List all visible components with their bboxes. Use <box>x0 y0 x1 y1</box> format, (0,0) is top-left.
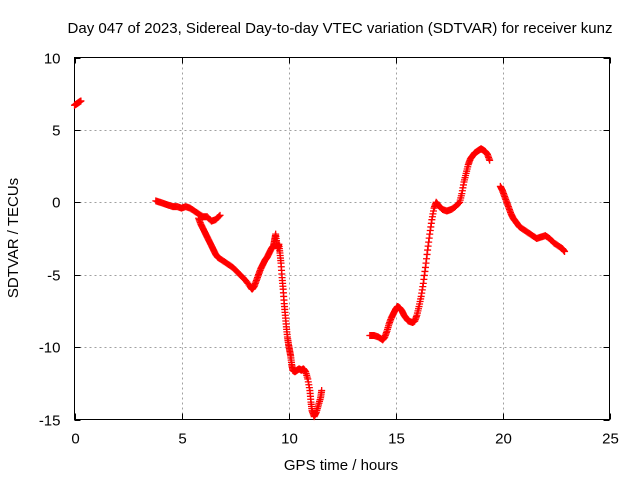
y-tick-labels: 10 5 0 -5 -10 -15 <box>39 51 61 430</box>
data-point <box>561 248 569 256</box>
data-point <box>215 212 223 220</box>
grid <box>74 57 610 420</box>
data-series <box>71 97 569 421</box>
x-tick-label: 0 <box>71 431 79 448</box>
data-point <box>77 97 85 105</box>
data-point <box>318 387 326 395</box>
y-tick-label: 5 <box>52 123 60 140</box>
chart-title: Day 047 of 2023, Sidereal Day-to-day VTE… <box>68 20 613 37</box>
y-tick-label: 10 <box>44 51 61 68</box>
data-point <box>486 156 494 164</box>
y-axis-label: SDTVAR / TECUs <box>5 178 22 298</box>
series-segment-5 <box>496 182 569 256</box>
x-tick-labels: 0 5 10 15 20 25 <box>71 431 619 448</box>
x-tick-label: 20 <box>495 431 512 448</box>
axis-ticks <box>74 57 611 421</box>
y-tick-label: -5 <box>47 268 60 285</box>
x-tick-label: 15 <box>388 431 405 448</box>
y-tick-label: -15 <box>39 413 61 430</box>
data-point <box>216 211 224 219</box>
series-segment-2 <box>152 197 224 225</box>
series-segment-1 <box>71 97 85 109</box>
x-tick-label: 10 <box>281 431 298 448</box>
series-segment-4 <box>366 145 494 344</box>
y-tick-label: 0 <box>52 195 60 212</box>
data-point <box>455 199 463 207</box>
plot-frame <box>74 57 610 420</box>
y-tick-label: -10 <box>39 340 61 357</box>
x-tick-label: 25 <box>602 431 619 448</box>
series-segment-3 <box>195 214 326 421</box>
x-tick-label: 5 <box>178 431 186 448</box>
x-axis-label: GPS time / hours <box>284 457 398 474</box>
